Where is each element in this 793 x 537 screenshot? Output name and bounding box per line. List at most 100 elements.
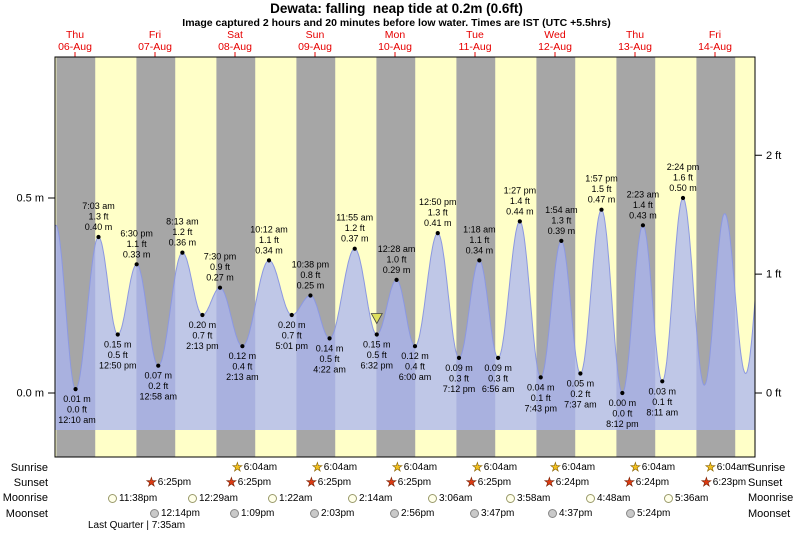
tide-label-line: 8:12 pm: [606, 419, 639, 429]
day-date: 11-Aug: [458, 41, 491, 53]
tide-label-line: 0.4 ft: [405, 362, 426, 372]
sunset-entry: ★ 6:25pm: [466, 476, 511, 489]
sunrise-icon: ★: [705, 460, 716, 474]
sunset-icon: ★: [544, 475, 555, 489]
tide-label-line: 0.0 ft: [612, 409, 633, 419]
tide-label-line: 0.5 ft: [367, 350, 388, 360]
tide-label-line: 0.14 m: [316, 343, 344, 353]
moonset-time: 1:09pm: [241, 508, 275, 519]
tide-label-line: 0.0 ft: [67, 405, 88, 415]
sunset-time: 6:25pm: [397, 477, 432, 488]
sunset-time: 6:25pm: [157, 477, 192, 488]
tide-label-line: 8:11 am: [646, 407, 678, 417]
moonrise-time: 3:58am: [517, 492, 551, 504]
tide-label-line: 1.3 ft: [428, 208, 449, 218]
tide-label-line: 0.41 m: [424, 218, 452, 228]
tide-label-line: 0.5 ft: [108, 350, 129, 360]
tide-label-line: 0.07 m: [144, 371, 172, 381]
moonset-icon: [150, 509, 159, 518]
sunrise-icon: ★: [392, 460, 403, 474]
tide-label-line: 0.39 m: [548, 226, 576, 236]
tide-label-line: 6:00 am: [399, 372, 432, 382]
tide-label-line: 0.40 m: [85, 222, 113, 232]
moonrise-icon: [348, 493, 357, 503]
sunrise-time: 6:04am: [483, 462, 518, 473]
tide-curve: [54, 197, 756, 430]
day-name: Thu: [66, 29, 84, 41]
moonset-entry: 1:09pm: [230, 507, 274, 520]
tide-point-dot: [374, 332, 379, 337]
tide-label-line: 1.5 ft: [591, 184, 612, 194]
moonrise-label-left: Moonrise: [2, 492, 48, 504]
sunset-icon: ★: [386, 475, 397, 489]
sunset-entry: ★ 6:25pm: [386, 476, 431, 489]
tide-point-low: 0.09 m0.3 ft7:12 pm: [443, 355, 476, 394]
sunset-label-right: Sunset: [748, 477, 783, 489]
tide-label-line: 1.6 ft: [673, 173, 694, 183]
tide-point-high: 1:54 am1.3 ft0.39 m: [545, 205, 578, 243]
tide-point-dot: [200, 312, 205, 318]
day-date: 14-Aug: [698, 41, 732, 53]
moonrise-icon: [108, 493, 117, 503]
moonset-entry: 4:37pm: [548, 507, 592, 520]
tide-label-line: 0.37 m: [341, 234, 369, 244]
tide-label-line: 0.09 m: [484, 363, 512, 373]
sunset-icon: ★: [306, 475, 317, 489]
tide-point-dot: [496, 355, 501, 360]
tide-area-fill: [55, 198, 755, 430]
moonset-icon: [390, 509, 399, 518]
sunrise-entry: ★ 6:04am: [472, 461, 517, 474]
day-name: Thu: [626, 29, 644, 41]
tide-point-low: 0.12 m0.4 ft2:13 am: [226, 344, 259, 382]
tide-label-line: 0.5 ft: [320, 354, 341, 364]
tide-label-line: 0.2 ft: [570, 389, 591, 399]
moonrise-icon: [268, 493, 277, 503]
tide-point-dot: [435, 231, 440, 236]
moonset-entry: 2:56pm: [390, 507, 434, 520]
tide-label-line: 1.2 ft: [172, 227, 193, 237]
tide-point-dot: [289, 312, 294, 318]
day-axis: Thu06-AugFri07-AugSat08-AugSun09-AugMon1…: [58, 29, 732, 57]
tide-label-line: 7:12 pm: [443, 384, 476, 394]
sunrise-time: 6:04am: [716, 462, 751, 473]
moonset-label-right: Moonset: [748, 508, 791, 520]
sunrise-icon: ★: [472, 460, 483, 474]
tide-label-line: 0.9 ft: [210, 262, 231, 272]
tide-label-line: 11:55 am: [336, 213, 373, 223]
sunset-entry: ★ 6:25pm: [226, 476, 271, 489]
tide-point-low: 0.03 m0.1 ft8:11 am: [646, 379, 678, 417]
tide-label-line: 10:12 am: [250, 224, 288, 234]
sunrise-entry: ★ 6:04am: [312, 461, 357, 474]
tide-label-line: 1.0 ft: [387, 254, 408, 264]
tide-label-line: 0.12 m: [401, 351, 429, 361]
moonset-icon: [230, 509, 239, 518]
sunset-time: 6:25pm: [237, 477, 272, 488]
tide-label-line: 7:37 am: [564, 400, 597, 410]
tide-label-line: 0.20 m: [189, 320, 217, 330]
tide-label-line: 0.2 ft: [148, 381, 169, 391]
moon-phase-text: Last Quarter | 7:35am: [88, 520, 186, 531]
sunset-time: 6:23pm: [712, 477, 747, 488]
tide-point-high: 1:57 pm1.5 ft0.47 m: [585, 174, 618, 212]
tide-label-line: 0.50 m: [669, 183, 697, 193]
day-name: Wed: [544, 29, 566, 41]
y-label-right: 1 ft: [766, 269, 781, 281]
moonrise-label-right: Moonrise: [748, 492, 793, 504]
day-date: 13-Aug: [618, 41, 652, 53]
tide-label-line: 6:32 pm: [361, 361, 394, 371]
sunrise-entry: ★ 6:04am: [705, 461, 750, 474]
tide-point-high: 11:55 am1.2 ft0.37 m: [336, 213, 373, 251]
moonset-time: 3:47pm: [481, 508, 515, 519]
tide-label-line: 0.43 m: [629, 210, 657, 220]
tide-label-line: 7:30 pm: [204, 252, 237, 262]
